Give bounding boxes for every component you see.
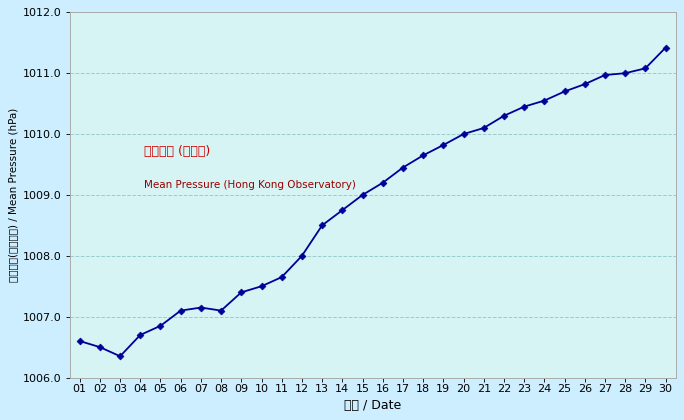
Y-axis label: 平均氣壓(百帕斯卡) / Mean Pressure (hPa): 平均氣壓(百帕斯卡) / Mean Pressure (hPa) (8, 108, 18, 282)
X-axis label: 日期 / Date: 日期 / Date (344, 399, 402, 412)
Text: Mean Pressure (Hong Kong Observatory): Mean Pressure (Hong Kong Observatory) (144, 180, 356, 190)
Text: 平均氣壓 (天文台): 平均氣壓 (天文台) (144, 145, 211, 158)
